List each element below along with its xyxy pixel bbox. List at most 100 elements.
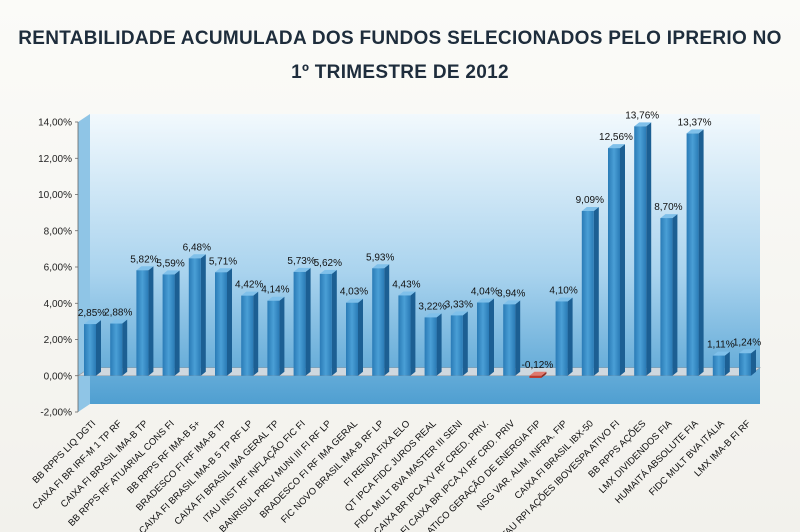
- bar-top: [581, 206, 599, 211]
- data-label: 8,70%: [654, 202, 682, 213]
- bar: [581, 210, 594, 376]
- bar-side: [148, 266, 154, 376]
- bar-top: [215, 268, 232, 273]
- bar: [188, 258, 201, 376]
- data-label: -0,12%: [522, 360, 554, 371]
- y-tick-label: 14,00%: [38, 118, 72, 129]
- data-label: 1,11%: [707, 340, 735, 351]
- bar: [529, 375, 542, 378]
- bar: [686, 133, 699, 376]
- bar-top: [450, 311, 468, 316]
- data-label: 4,03%: [340, 287, 368, 298]
- bar: [555, 301, 568, 376]
- bar-top: [162, 270, 180, 275]
- bar-side: [489, 298, 494, 376]
- bar-top: [660, 214, 678, 219]
- bar: [293, 271, 306, 376]
- bar-top: [712, 351, 730, 356]
- data-label: 4,42%: [235, 280, 263, 291]
- bar: [319, 273, 332, 376]
- bar-side: [567, 297, 573, 376]
- bar-side: [751, 349, 756, 376]
- bar: [503, 304, 516, 376]
- y-tick-label: 0,00%: [44, 371, 72, 382]
- bar-side: [410, 291, 416, 376]
- data-label: 2,85%: [78, 308, 106, 319]
- chart-floor: [77, 367, 761, 377]
- bar-side: [698, 129, 704, 376]
- bar-side: [593, 206, 599, 376]
- bar: [712, 355, 725, 376]
- data-label: 3,22%: [418, 301, 446, 312]
- bar: [424, 317, 437, 376]
- bar-top: [241, 291, 259, 296]
- bar-side: [384, 264, 390, 376]
- bar: [110, 323, 123, 376]
- y-tick-label: 12,00%: [38, 154, 72, 165]
- bar-top: [136, 266, 154, 271]
- bar-side: [541, 371, 547, 378]
- bar: [608, 148, 620, 376]
- data-label: 4,04%: [471, 287, 499, 298]
- bar-top: [477, 298, 494, 303]
- y-tick-label: 8,00%: [44, 226, 72, 237]
- bar-top: [503, 300, 521, 305]
- bar-top: [529, 371, 547, 376]
- data-label: 5,62%: [314, 258, 342, 269]
- bar: [660, 218, 673, 376]
- bar-top: [110, 319, 128, 324]
- bar-top: [319, 269, 337, 274]
- bar-side: [358, 298, 363, 376]
- bar: [346, 302, 358, 376]
- bar-side: [174, 270, 180, 376]
- bar-top: [686, 129, 704, 134]
- bar: [241, 295, 254, 376]
- bar: [477, 302, 489, 376]
- bar: [215, 272, 227, 376]
- bar: [398, 295, 411, 376]
- bar-top: [634, 122, 652, 127]
- bar-side: [200, 254, 206, 376]
- y-tick-label: 4,00%: [44, 299, 72, 310]
- bar: [739, 353, 751, 376]
- bar-side: [253, 291, 259, 376]
- bar-top: [555, 297, 573, 302]
- bar: [84, 324, 96, 376]
- bar-side: [122, 319, 128, 376]
- data-label: 4,14%: [261, 285, 289, 296]
- bar-top: [267, 296, 285, 301]
- bar-side: [672, 214, 678, 376]
- bar-side: [462, 311, 468, 376]
- data-label: 5,82%: [130, 254, 158, 265]
- bar-side: [436, 313, 442, 376]
- bar: [634, 126, 647, 376]
- y-tick-label: 10,00%: [38, 190, 72, 201]
- bar-top: [188, 254, 206, 259]
- bar: [267, 300, 280, 376]
- bar-top: [398, 291, 416, 296]
- data-label: 5,71%: [209, 256, 237, 267]
- data-label: 3,94%: [497, 288, 525, 299]
- data-label: 5,93%: [366, 252, 394, 263]
- bar-top: [346, 298, 363, 303]
- chart-subtitle: 1º TRIMESTRE DE 2012: [291, 62, 509, 83]
- bar: [162, 274, 175, 376]
- data-label: 13,37%: [678, 117, 712, 128]
- bar-side: [96, 320, 101, 376]
- bar-top: [608, 144, 625, 149]
- bar-top: [739, 349, 756, 354]
- data-label: 4,10%: [549, 285, 577, 296]
- bar-side: [515, 300, 521, 376]
- data-label: 13,76%: [625, 110, 659, 121]
- bar-top: [84, 320, 101, 325]
- data-label: 6,48%: [183, 242, 211, 253]
- bar: [450, 315, 463, 376]
- data-label: 5,73%: [287, 256, 315, 267]
- data-label: 1,24%: [733, 337, 761, 348]
- bar: [136, 270, 149, 376]
- data-label: 2,88%: [104, 308, 132, 319]
- bar-top: [372, 264, 390, 269]
- bar-side: [279, 296, 285, 376]
